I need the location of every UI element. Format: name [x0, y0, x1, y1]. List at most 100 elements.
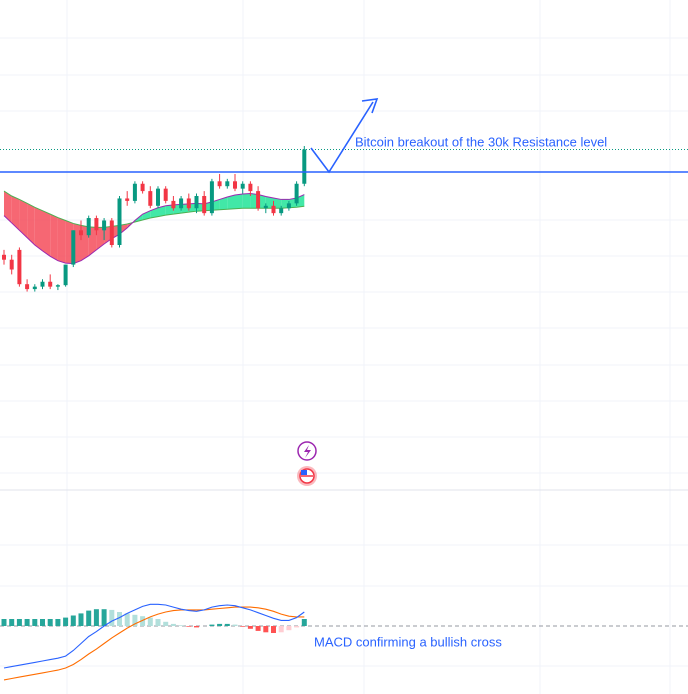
candle-body	[156, 188, 160, 206]
candle-body	[71, 230, 76, 265]
ma-ribbon	[219, 196, 228, 210]
candle-body	[25, 284, 30, 290]
candle-body	[279, 208, 284, 214]
ma-ribbon	[158, 205, 166, 217]
candle-body	[2, 254, 6, 260]
macd-histogram-bar	[63, 617, 69, 626]
event-icon-bolt	[304, 445, 311, 458]
candle-body	[240, 183, 245, 189]
annotation: Bitcoin breakout of the 30k Resistance l…	[355, 134, 607, 149]
macd-histogram-bar	[1, 619, 7, 626]
macd-histogram-bar	[86, 610, 92, 626]
ma-ribbon	[4, 191, 12, 223]
candle-body	[63, 264, 68, 286]
macd-histogram-bar	[78, 613, 84, 626]
ma-ribbon	[50, 214, 58, 261]
macd-histogram-bar	[271, 626, 276, 633]
macd-histogram-bar	[140, 616, 146, 626]
macd-histogram-bar	[217, 623, 223, 626]
candle-body	[202, 196, 207, 214]
candle-body	[171, 200, 176, 209]
candle-body	[179, 198, 184, 209]
candle-body	[148, 191, 153, 206]
ma-ribbon	[27, 203, 35, 245]
ma-ribbon	[34, 207, 43, 251]
macd-histogram-bar	[232, 624, 238, 626]
macd-histogram-bar	[101, 609, 107, 626]
macd-histogram-bar	[301, 619, 307, 626]
macd-histogram-bar	[32, 619, 38, 626]
candle-body	[55, 285, 60, 287]
ma-ribbon	[57, 217, 66, 264]
candle-body	[48, 281, 53, 287]
ma-ribbon	[242, 193, 251, 209]
event-icons	[297, 441, 317, 486]
macd-histogram-bar	[163, 621, 169, 626]
macd-histogram-bar	[224, 623, 230, 626]
candle-body	[17, 249, 22, 285]
candle-body	[132, 183, 137, 201]
macd-histogram-bar	[155, 619, 161, 626]
macd-histogram-bar	[124, 613, 130, 626]
macd-histogram-bar	[247, 626, 253, 629]
flag-canton	[301, 470, 307, 475]
macd-histogram-bar	[147, 617, 153, 626]
candle-body	[263, 205, 268, 209]
macd-histogram-bar	[24, 619, 30, 626]
candle-body	[79, 230, 83, 236]
macd-histogram-bar	[16, 619, 22, 626]
macd-histogram-bar	[55, 619, 61, 626]
candle-body	[9, 259, 14, 270]
candle-body	[286, 203, 291, 209]
ma-ribbon	[19, 199, 28, 238]
ma-ribbon	[96, 227, 105, 250]
breakout-arrow	[310, 98, 379, 174]
candle-body	[125, 198, 130, 201]
macd-histogram-bar	[255, 626, 261, 631]
candle-body	[194, 196, 199, 209]
macd-histogram-bar	[209, 624, 215, 626]
signal-line	[3, 606, 305, 681]
candle-body	[294, 183, 299, 204]
macd-histogram-bar	[178, 625, 184, 626]
macd-histogram-bar	[93, 609, 99, 626]
macd-pane	[0, 603, 688, 681]
macd-histogram-bar	[278, 626, 284, 633]
candle-body	[109, 220, 114, 245]
candle-body	[271, 205, 276, 214]
candle-body	[302, 149, 307, 184]
macd-histogram-bar	[40, 619, 45, 626]
candle-body	[217, 181, 222, 187]
ma-slow-line	[3, 190, 305, 228]
macd-histogram-bar	[240, 626, 246, 627]
candle-body	[248, 183, 253, 192]
ma-ribbon	[235, 194, 243, 209]
candle-body	[102, 220, 107, 231]
macd-histogram-bar	[117, 612, 122, 626]
macd-histogram-bar	[132, 614, 138, 626]
candle-body	[40, 281, 45, 287]
ma-ribbon	[142, 210, 151, 221]
macd-line	[3, 603, 305, 669]
candle-body	[256, 191, 261, 209]
candle-body	[32, 286, 37, 290]
macd-histogram-bar	[47, 619, 53, 626]
candle-body	[163, 188, 168, 201]
candle-body	[186, 198, 191, 209]
macd-histogram-bar	[170, 623, 176, 626]
candle-body	[140, 183, 145, 192]
annotation: MACD confirming a bullish cross	[314, 634, 502, 649]
macd-histogram-bar	[70, 615, 76, 626]
macd-histogram-bar	[286, 626, 292, 631]
macd-histogram-bar	[186, 626, 192, 627]
macd-histogram-bar	[109, 609, 115, 626]
ma-ribbon	[42, 210, 51, 257]
macd-histogram-bar	[9, 619, 15, 626]
price-pane	[0, 146, 688, 292]
candle-body	[225, 181, 230, 187]
candle-body	[94, 218, 99, 231]
candle-body	[117, 198, 122, 245]
macd-histogram-bar	[194, 626, 199, 628]
